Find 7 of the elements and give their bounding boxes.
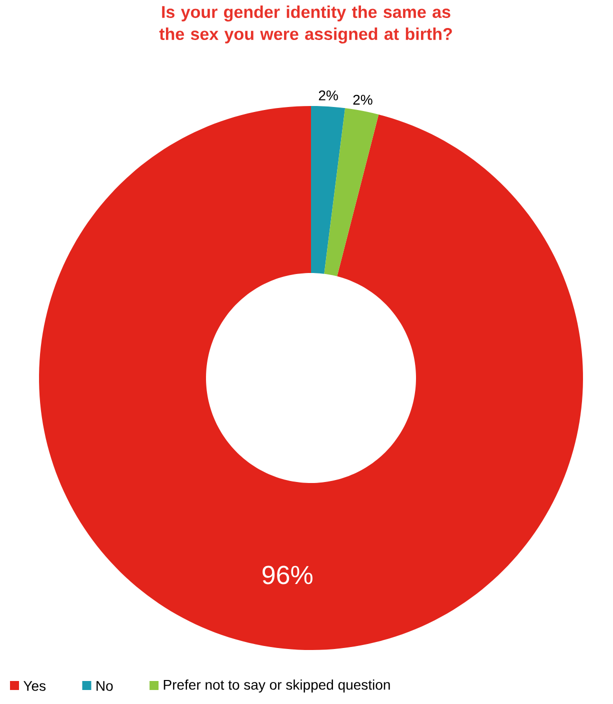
legend-label: Prefer not to say or skipped question [164,679,390,693]
data-label: 2% [318,90,338,100]
legend-label: No [96,681,113,691]
data-label: 96% [262,566,312,584]
data-label: 2% [353,94,372,105]
chart-title: Is your gender identity the same as the sex you were assigned at birth? [159,6,452,44]
legend-label: Yes [24,681,46,691]
